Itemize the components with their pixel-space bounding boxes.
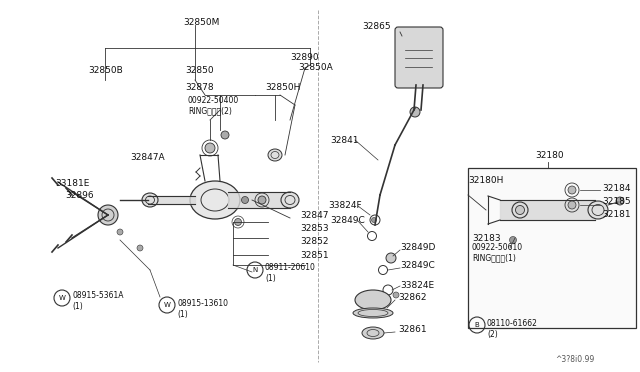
Text: W: W (59, 295, 65, 301)
Circle shape (221, 131, 229, 139)
Text: 32862: 32862 (398, 294, 426, 302)
Text: 32185: 32185 (602, 196, 630, 205)
Text: 32851: 32851 (300, 250, 328, 260)
Text: 33824E: 33824E (400, 280, 434, 289)
Text: 32850: 32850 (185, 65, 214, 74)
Ellipse shape (268, 149, 282, 161)
Text: 08915-5361A: 08915-5361A (72, 292, 124, 301)
Ellipse shape (353, 308, 393, 318)
Ellipse shape (142, 193, 158, 207)
Text: 00922-50400: 00922-50400 (188, 96, 239, 105)
Circle shape (568, 186, 576, 194)
Text: RINGリング(2): RINGリング(2) (188, 106, 232, 115)
Text: 32847: 32847 (300, 211, 328, 219)
Text: (1): (1) (72, 302, 83, 311)
Text: 08915-13610: 08915-13610 (177, 298, 228, 308)
Text: (1): (1) (177, 310, 188, 318)
Text: N: N (252, 267, 258, 273)
Text: ^3?8i0.99: ^3?8i0.99 (555, 356, 595, 365)
Ellipse shape (355, 290, 391, 310)
Text: (1): (1) (265, 275, 276, 283)
Circle shape (98, 205, 118, 225)
Text: 32841: 32841 (330, 135, 358, 144)
FancyBboxPatch shape (395, 27, 443, 88)
Circle shape (258, 196, 266, 204)
Ellipse shape (281, 192, 299, 208)
Text: B: B (475, 322, 479, 328)
Circle shape (241, 196, 248, 203)
Circle shape (137, 245, 143, 251)
Text: 32861: 32861 (398, 326, 427, 334)
Text: 32180H: 32180H (468, 176, 504, 185)
Circle shape (509, 237, 516, 244)
Text: 00922-50610: 00922-50610 (472, 244, 523, 253)
Text: 33181E: 33181E (55, 179, 90, 187)
Text: 32849C: 32849C (330, 215, 365, 224)
Circle shape (386, 253, 396, 263)
Text: 32850A: 32850A (298, 62, 333, 71)
Ellipse shape (588, 201, 608, 219)
Text: 32853: 32853 (300, 224, 328, 232)
Circle shape (616, 197, 624, 205)
Circle shape (117, 229, 123, 235)
Circle shape (410, 107, 420, 117)
Text: 32850B: 32850B (88, 65, 123, 74)
Text: 32890: 32890 (290, 52, 319, 61)
Text: 32865: 32865 (362, 22, 390, 31)
Circle shape (393, 292, 399, 298)
Text: W: W (164, 302, 170, 308)
Circle shape (371, 218, 376, 222)
Ellipse shape (515, 205, 525, 215)
Ellipse shape (190, 181, 240, 219)
Text: 32184: 32184 (602, 183, 630, 192)
Text: 32180: 32180 (535, 151, 564, 160)
Text: 32183: 32183 (472, 234, 500, 243)
Bar (468, 168, 636, 328)
Text: 32896: 32896 (65, 190, 93, 199)
Ellipse shape (362, 327, 384, 339)
Circle shape (568, 201, 576, 209)
Text: 32847A: 32847A (130, 153, 164, 161)
Text: 32849D: 32849D (400, 244, 435, 253)
Text: 32181: 32181 (602, 209, 630, 218)
Text: 32849C: 32849C (400, 262, 435, 270)
Text: 32878: 32878 (185, 83, 214, 92)
Text: RINGリング(1): RINGリング(1) (472, 253, 516, 263)
Text: 32850H: 32850H (265, 83, 300, 92)
Text: 32850M: 32850M (183, 17, 220, 26)
Text: 08911-20610: 08911-20610 (265, 263, 316, 273)
Text: 33824F: 33824F (328, 201, 362, 209)
Text: (2): (2) (487, 330, 498, 339)
Text: 32852: 32852 (300, 237, 328, 246)
Circle shape (234, 218, 241, 225)
Circle shape (205, 143, 215, 153)
Text: 08110-61662: 08110-61662 (487, 318, 538, 327)
